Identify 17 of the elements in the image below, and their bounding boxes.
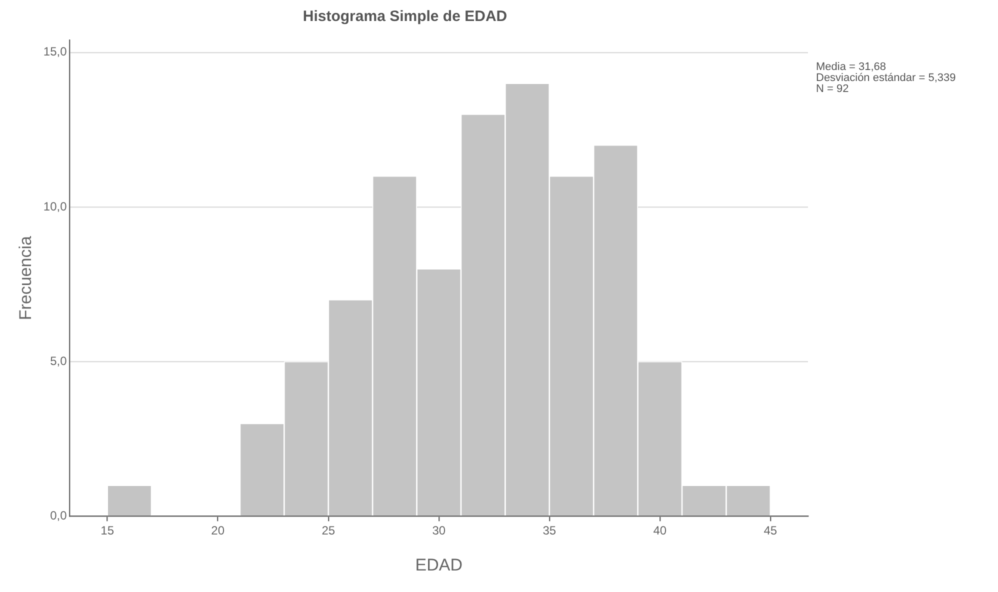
- x-axis-title: EDAD: [415, 555, 462, 574]
- text: N = 92: [816, 83, 850, 95]
- x-tick-label: 35: [542, 524, 556, 538]
- x-tick-label: 40: [653, 524, 667, 538]
- x-tick-label: 15: [100, 524, 114, 538]
- y-tick-label: 5,0: [50, 354, 68, 368]
- x-tick-label: 20: [211, 524, 225, 538]
- x-tick-label: 25: [322, 524, 336, 538]
- x-tick-label: 30: [432, 524, 446, 538]
- chart-title: Histograma Simple de EDAD: [302, 8, 508, 26]
- y-axis-title: Frecuencia: [16, 236, 35, 320]
- text: Media = 31,68: [816, 61, 886, 73]
- x-tick-label: 45: [764, 524, 778, 538]
- y-tick-label: 10,0: [43, 199, 68, 214]
- y-tick-label: 0,0: [50, 508, 68, 523]
- text: Desviación estándar = 5,339: [816, 72, 956, 84]
- y-tick-label: 15,0: [43, 44, 68, 59]
